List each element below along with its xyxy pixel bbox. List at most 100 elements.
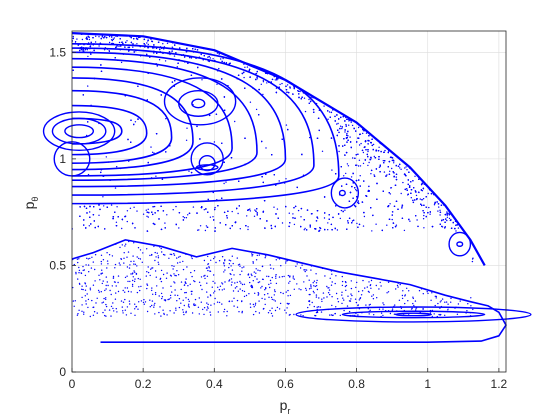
scatter-point [97,225,100,228]
scatter-point [266,220,268,222]
scatter-point [175,52,177,54]
scatter-point [85,303,87,305]
scatter-point [154,270,157,272]
scatter-point [81,304,83,306]
scatter-point [182,260,184,263]
scatter-point [372,294,375,296]
scatter-point [238,180,240,182]
scatter-point [178,227,180,229]
scatter-point [188,170,190,172]
scatter-point [435,295,437,298]
scatter-point [418,290,421,292]
scatter-point [236,257,238,259]
scatter-point [357,314,359,316]
scatter-point [107,263,109,265]
scatter-point [427,192,429,195]
scatter-point [397,165,400,167]
scatter-point [221,256,224,258]
scatter-point [391,214,393,216]
scatter-point [133,270,135,272]
scatter-point [204,274,206,277]
scatter-point [255,268,257,270]
scatter-point [347,220,349,222]
scatter-point [402,290,404,292]
scatter-point [93,49,95,52]
y-axis-label-main: p [21,201,37,209]
x-axis-label-sub: r [287,406,290,416]
scatter-point [359,133,361,136]
scatter-point [175,307,177,309]
scatter-point [239,280,241,283]
scatter-point [102,280,104,282]
scatter-point [203,307,206,309]
scatter-point [392,171,394,173]
scatter-point [256,70,258,73]
scatter-point [356,281,358,284]
scatter-point [84,289,87,291]
scatter-point [345,289,347,291]
scatter-point [248,293,250,295]
scatter-point [81,296,83,299]
scatter-point [178,212,181,214]
scatter-point [177,274,180,276]
scatter-point [149,306,151,308]
scatter-point [154,302,156,305]
island-orbit [64,124,95,139]
scatter-point [392,159,394,161]
scatter-point [243,71,245,74]
scatter-point [255,210,257,212]
scatter-point [270,296,273,299]
scatter-point [379,165,381,168]
scatter-point [147,208,149,210]
scatter-point [387,291,390,293]
scatter-point [269,279,272,282]
scatter-point [429,312,432,314]
scatter-point [446,216,449,218]
scatter-point [346,141,348,143]
scatter-point [264,303,266,306]
scatter-point [257,269,259,271]
island-orbit [395,312,432,317]
scatter-point [87,306,89,309]
scatter-point [292,213,294,215]
scatter-point [159,278,161,280]
scatter-point [164,254,166,256]
scatter-point [393,162,395,164]
scatter-point [287,128,289,131]
scatter-point [129,207,132,209]
scatter-point [223,263,225,265]
scatter-point [301,264,303,266]
scatter-point [425,215,427,218]
scatter-point [389,312,392,315]
scatter-point [187,285,189,287]
scatter-point [336,134,338,137]
scatter-point [372,143,375,146]
scatter-point [428,206,430,209]
scatter-point [316,288,319,291]
scatter-point [214,282,216,284]
scatter-point [262,81,265,83]
scatter-point [120,258,123,260]
scatter-point [414,175,416,177]
scatter-point [310,284,312,286]
invariant-curve [71,66,233,177]
scatter-point [116,45,118,47]
scatter-point [317,306,320,308]
scatter-point [252,261,254,263]
scatter-point [153,245,155,248]
scatter-point [423,214,425,217]
scatter-point [188,56,191,59]
scatter-point [182,216,184,218]
scatter-point [194,298,197,301]
scatter-point [166,314,168,316]
scatter-point [241,270,243,272]
island-orbit [191,98,206,109]
scatter-point [337,122,339,125]
x-axis-label-main: p [280,397,288,413]
island-orbit [295,306,532,323]
scatter-point [128,300,131,302]
scatter-point [444,226,446,228]
scatter-point [207,307,209,309]
scatter-point [413,304,415,307]
x-axis-label: pr [280,397,291,416]
